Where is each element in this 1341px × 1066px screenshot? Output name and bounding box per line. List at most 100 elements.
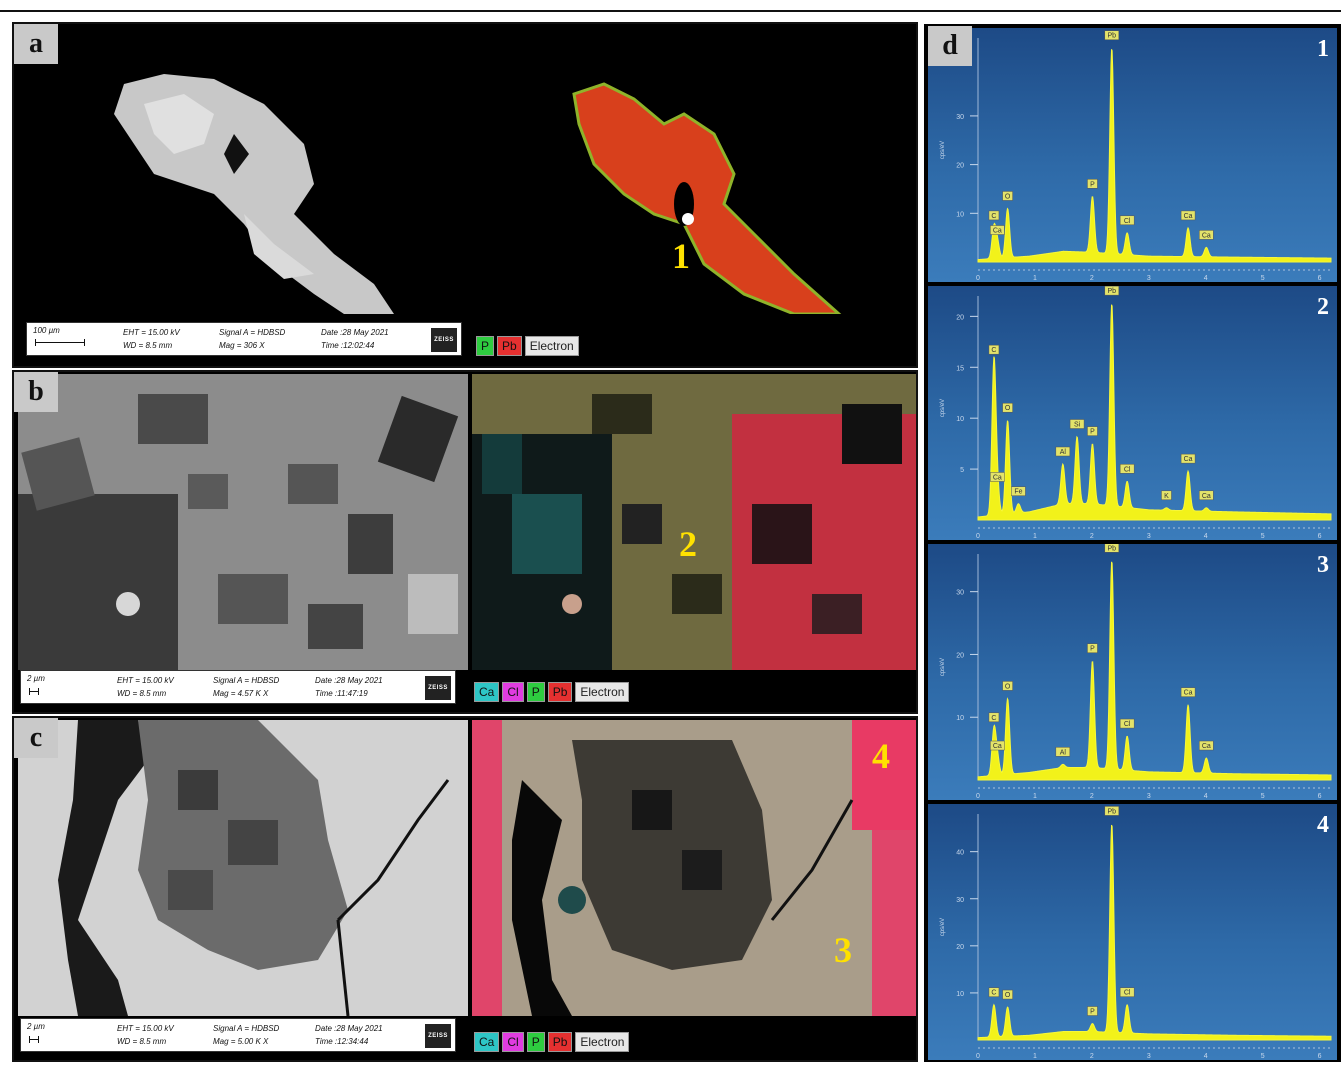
spectrum-plot-2: 0 1 2 3 4 5 6 5 10 15 20 cps/eV C Ca O Fe Al Si P Pb Cl K Ca Ca [940,286,1332,540]
y-tick-label: 30 [956,897,964,904]
svg-text:Ca: Ca [993,474,1002,481]
legend-pb: Pb [547,682,573,702]
peak-label-o: O [1002,989,1013,1000]
svg-text:Ca: Ca [1202,493,1211,500]
x-tick-label: 6 [1318,1053,1322,1060]
x-tick-label: 6 [1318,275,1322,282]
x-tick-label: 0 [976,275,980,282]
legend-ca: Ca [474,1032,500,1052]
date-value: Date :28 May 2021 [315,676,383,685]
legend-pb: Pb [497,336,522,356]
panel-a-info-bar: 100 µm EHT = 15.00 kV WD = 8.5 mm Signal… [26,322,462,356]
x-tick-label: 3 [1147,793,1151,800]
x-tick-label: 2 [1090,793,1094,800]
x-tick-label: 1 [1033,275,1037,282]
svg-text:Ca: Ca [993,743,1002,750]
svg-text:C: C [991,990,996,997]
spectrum-plot-3: 0 1 2 3 4 5 6 10 20 30 cps/eV C Ca O Al P Pb Cl Ca Ca [940,544,1332,800]
peak-label-ca: Ca [990,225,1005,235]
peak-label-cl: Cl [1119,987,1135,997]
y-tick-label: 20 [956,944,964,951]
x-tick-label: 4 [1204,533,1208,540]
panel-a-eds-map [474,24,914,314]
svg-text:C: C [991,715,996,722]
svg-text:Ca: Ca [1184,456,1193,463]
y-tick-label: 30 [956,114,964,121]
x-tick-label: 3 [1147,275,1151,282]
y-tick-label: 20 [956,163,964,170]
spectrum-index-label: 4 [1317,812,1329,838]
x-tick-label: 5 [1261,275,1265,282]
panel-c-bse-image [18,720,468,1016]
peak-label-ca: Ca [1199,740,1214,751]
peak-label-fe: Fe [1011,486,1026,496]
scale-bar [35,339,85,346]
peak-label-c: C [988,987,1000,997]
zeiss-logo: ZEISS [431,328,457,352]
spectrum-plot-4: 0 1 2 3 4 5 6 10 20 30 40 cps/eV C O P Pb Cl [940,806,1332,1060]
peak-label-ca: Ca [990,740,1005,751]
x-tick-label: 2 [1090,1053,1094,1060]
svg-text:Fe: Fe [1014,489,1022,496]
svg-text:P: P [1090,1009,1095,1016]
wd-value: WD = 8.5 mm [123,341,173,350]
y-tick-label: 10 [956,715,964,722]
svg-text:Pb: Pb [1108,545,1117,552]
panel-c-label: c [14,718,58,758]
peak-label-cl: Cl [1119,215,1135,226]
svg-text:P: P [1090,646,1095,653]
peak-label-ca: Ca [1180,687,1196,697]
figure-top-rule [0,10,1341,12]
x-tick-label: 0 [976,793,980,800]
wd-value: WD = 8.5 mm [117,689,167,698]
analysis-point-1-marker [682,213,694,225]
y-tick-label: 15 [956,365,964,372]
spectrum-index-label: 3 [1317,552,1329,578]
svg-text:C: C [991,347,996,354]
peak-label-pb: Pb [1104,286,1120,296]
peak-label-p: P [1087,426,1098,436]
svg-text:O: O [1005,683,1011,690]
eds-spectrum-3: 0 1 2 3 4 5 6 10 20 30 cps/eV C Ca O Al P Pb Cl Ca Ca 3 [928,544,1337,800]
peak-label-p: P [1087,643,1098,653]
spectrum-plot-1: 0 1 2 3 4 5 6 10 20 30 cps/eV C Ca O P Pb Cl Ca Ca [940,30,1332,282]
peak-label-c: C [988,344,1000,355]
svg-text:Cl: Cl [1124,990,1131,997]
x-tick-label: 4 [1204,275,1208,282]
zeiss-logo: ZEISS [425,676,451,700]
panel-b-legend: Ca Cl P Pb Electron [474,682,630,702]
panel-c-legend: Ca Cl P Pb Electron [474,1032,630,1052]
x-tick-label: 4 [1204,1053,1208,1060]
peak-label-al: Al [1055,747,1071,757]
y-tick-label: 20 [956,652,964,659]
mag-value: Mag = 4.57 K X [213,689,269,698]
y-tick-label: 10 [956,991,964,998]
spectrum-index-label: 2 [1317,294,1329,320]
eht-value: EHT = 15.00 kV [117,676,174,685]
peak-label-si: Si [1069,419,1085,429]
svg-text:K: K [1164,493,1169,500]
legend-ca: Ca [474,682,500,702]
mag-value: Mag = 306 X [219,341,265,350]
legend-cl: Cl [502,682,524,702]
svg-text:Al: Al [1060,749,1067,756]
x-tick-label: 0 [976,1053,980,1060]
panel-c-eds-map [472,720,916,1016]
peak-label-ca: Ca [1180,210,1196,221]
scale-bar [29,688,39,695]
x-tick-label: 6 [1318,533,1322,540]
peak-label-ca: Ca [1180,453,1196,464]
panel-b-info-bar: 2 µm EHT = 15.00 kV WD = 8.5 mm Signal A… [20,670,456,704]
legend-p: P [526,682,545,702]
x-tick-label: 1 [1033,1053,1037,1060]
y-tick-label: 30 [956,590,964,597]
eds-spectrum-4: 0 1 2 3 4 5 6 10 20 30 40 cps/eV C O P Pb Cl 4 [928,804,1337,1060]
x-tick-label: 3 [1147,1053,1151,1060]
spectrum-series-1 [977,49,1332,263]
svg-text:Cl: Cl [1124,218,1131,225]
x-tick-label: 3 [1147,533,1151,540]
peak-label-pb: Pb [1104,544,1120,553]
panel-a-bse-image [14,24,474,314]
panel-b-label: b [14,372,58,412]
svg-text:Ca: Ca [1184,213,1193,220]
